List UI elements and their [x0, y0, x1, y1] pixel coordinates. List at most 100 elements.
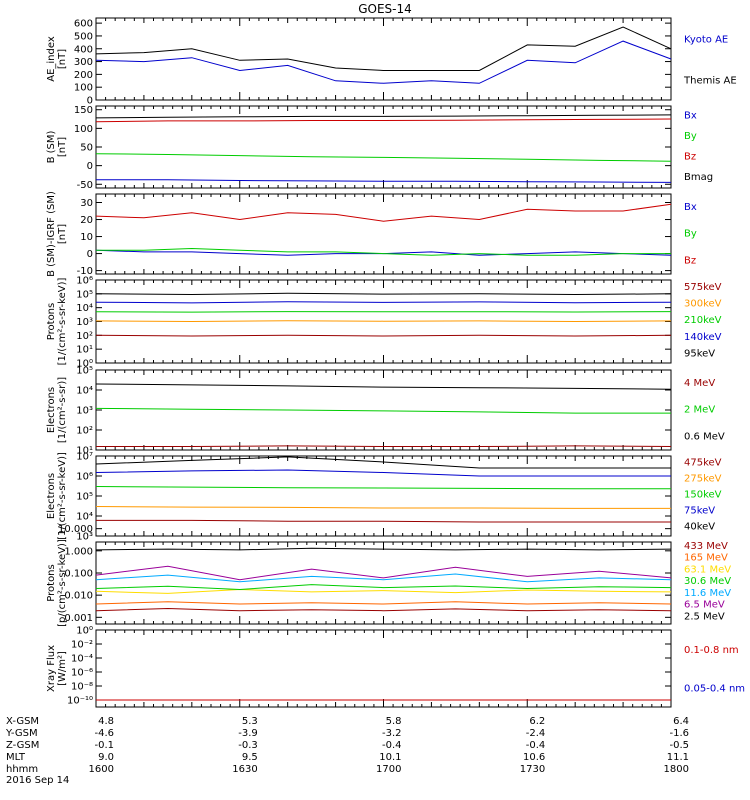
panel-frame — [95, 193, 672, 275]
orbit-row: MLT 9.0 9.5 10.1 10.6 11.1 — [0, 752, 750, 764]
series-line — [95, 456, 671, 469]
legend-entry: 11.6 MeV — [684, 588, 731, 599]
orbit-value: 1800 — [663, 764, 689, 775]
legend-entry: 95keV — [684, 348, 715, 359]
y-tick-label: 10³ — [76, 532, 93, 543]
orbit-value: -1.6 — [669, 728, 689, 739]
orbit-value: -0.3 — [238, 740, 258, 751]
orbit-value: -2.4 — [525, 728, 546, 739]
series-line — [95, 601, 672, 605]
series-line — [95, 547, 672, 551]
legend-entry: Themis AE — [683, 76, 737, 87]
legend-entry: 75keV — [684, 506, 715, 517]
orbit-value: 1700 — [376, 764, 402, 775]
y-tick-label: 200 — [74, 70, 93, 81]
y-tick-label: 0.010 — [64, 591, 93, 602]
orbit-value: 5.8 — [385, 716, 402, 727]
y-tick-label: 10⁵ — [76, 289, 93, 300]
y-tick-label: 10⁵ — [76, 492, 93, 503]
y-tick-label: 10⁷ — [76, 452, 93, 463]
orbit-value: 4.8 — [98, 716, 114, 727]
legend-entry: 575keV — [684, 282, 722, 293]
y-axis-unit: [nT] — [57, 49, 68, 69]
legend-entry: Kyoto AE — [684, 35, 728, 46]
series-line — [95, 565, 672, 581]
orbit-row-label: MLT — [6, 752, 25, 763]
legend-entry: By — [684, 131, 697, 142]
y-tick-label: 1.000 — [64, 546, 93, 557]
orbit-value: 1630 — [232, 764, 258, 775]
orbit-row: Z-GSM -0.1 -0.3 -0.4 -0.4 -0.5 — [0, 740, 750, 752]
orbit-row: hhmm 1600 1630 1700 1730 1800 — [0, 764, 750, 776]
y-tick-label: 0 — [87, 161, 93, 172]
legend-entry: 475keV — [684, 458, 722, 469]
y-axis-label: B (SM)-IGRF (SM) — [46, 191, 57, 277]
panel-protons_mev: 0.001 0.010 0.100 1.000 10.000 Protons [p/(cm²… — [46, 524, 731, 627]
orbit-value: 6.2 — [529, 716, 546, 727]
series-line — [95, 26, 672, 71]
y-tick-label: 10⁰ — [76, 626, 93, 637]
orbit-value: -0.4 — [525, 740, 546, 751]
y-tick-label: 10² — [76, 331, 93, 342]
y-axis-unit: [1/(cm²-s-sr)] — [57, 377, 68, 443]
y-tick-label: 10⁻⁸ — [71, 682, 93, 693]
legend-entry: 165 MeV — [684, 553, 728, 564]
series-line — [95, 584, 672, 591]
series-line — [95, 203, 672, 222]
series-line — [95, 118, 672, 123]
date-label: 2016 Sep 14 — [6, 775, 70, 786]
y-tick-label: 10⁴ — [76, 303, 93, 314]
legend-entry: 150keV — [684, 490, 722, 501]
y-tick-label: 400 — [74, 44, 93, 55]
y-tick-label: 10⁻⁴ — [71, 654, 93, 665]
orbit-value: 1600 — [88, 764, 114, 775]
y-axis-unit: [W/m²] — [57, 651, 68, 686]
series-line — [95, 40, 672, 84]
y-axis-unit: [p/(cm²-s-sr-keV)] — [57, 539, 68, 627]
legend-entry: Bx — [684, 110, 697, 121]
y-tick-label: 10⁰ — [76, 359, 93, 370]
y-tick-label: 20 — [80, 215, 93, 226]
legend-entry: 275keV — [684, 474, 722, 485]
panel-frame — [95, 629, 672, 708]
y-tick-label: 10⁶ — [76, 472, 93, 483]
y-tick-label: 10⁶ — [76, 276, 93, 287]
series-line — [96, 179, 672, 183]
legend-entry: Bx — [684, 202, 697, 213]
orbit-value: -0.4 — [381, 740, 402, 751]
orbit-row-label: X-GSM — [6, 716, 40, 727]
y-tick-label: 0 — [87, 249, 93, 260]
panel-bsm: -50 0 50 100 150 B (SM) [nT] Bx By Bz Bmag — [46, 105, 713, 191]
legend-entry: By — [684, 229, 697, 240]
y-tick-label: 0 — [87, 96, 93, 107]
y-tick-label: 10⁴ — [76, 386, 93, 397]
legend-entry: 6.5 MeV — [684, 600, 725, 611]
series-line — [96, 519, 671, 523]
legend-entry: 63.1 MeV — [684, 564, 731, 575]
series-line — [95, 311, 672, 313]
orbit-value: 6.4 — [673, 716, 689, 727]
y-axis-unit: [nT] — [57, 137, 68, 157]
legend-entry: 433 MeV — [684, 541, 728, 552]
orbit-value: -0.1 — [94, 740, 114, 751]
y-tick-label: 10¹ — [76, 446, 93, 457]
series-line — [95, 506, 671, 509]
y-axis-label: AE_index — [46, 36, 57, 82]
y-tick-label: 500 — [74, 31, 93, 42]
figure-title: GOES-14 — [358, 2, 412, 16]
orbit-value: -4.6 — [94, 728, 114, 739]
series-line — [95, 153, 672, 162]
y-tick-label: 0.100 — [64, 568, 93, 579]
panel-electrons_mev: 10¹ 10² 10³ 10⁴ 10⁵ Electrons [1/(cm²-s-sr)] 4 … — [46, 366, 725, 457]
series-line — [95, 292, 672, 296]
orbit-value: -3.9 — [238, 728, 258, 739]
series-line — [95, 469, 671, 477]
y-tick-label: 10⁵ — [76, 366, 93, 377]
y-tick-label: -10 — [77, 266, 93, 277]
y-tick-label: 100 — [74, 124, 93, 135]
orbit-value: 9.0 — [98, 752, 114, 763]
y-axis-label: Xray Flux — [46, 645, 57, 692]
series-line — [95, 114, 672, 119]
y-axis-label: Protons — [46, 303, 57, 340]
y-tick-label: 150 — [74, 105, 93, 116]
